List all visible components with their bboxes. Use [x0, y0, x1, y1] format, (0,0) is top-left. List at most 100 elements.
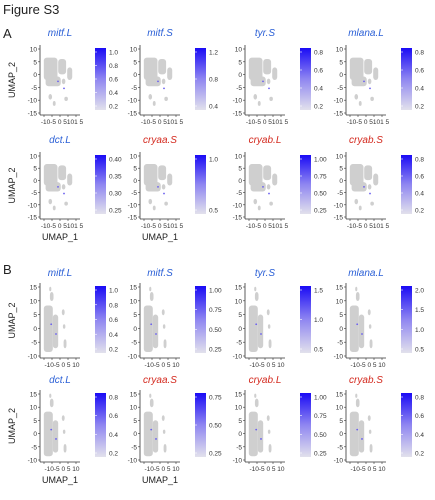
cell-cluster — [369, 444, 373, 453]
legend-tick-label: 0.6 — [415, 413, 424, 420]
cell-cluster — [149, 292, 154, 301]
y-tick-label: 10 — [235, 405, 243, 412]
legend-tick-label: 0.75 — [209, 395, 222, 402]
cell-cluster — [49, 286, 52, 292]
cell-cluster — [163, 339, 167, 349]
legend-tick-label: 0.30 — [109, 191, 122, 198]
y-tick-label: -10 — [28, 354, 38, 361]
cell-cluster — [367, 309, 371, 316]
legend-tick-label: 0.8 — [415, 395, 424, 402]
y-tick-label: 0 — [339, 326, 343, 333]
umap-plot-cryab-S: cryab.S 15 10 5 0 -5 -10 -10-5 0 5 10 0.8 0.6 0.4 0… — [334, 375, 425, 473]
cell-cluster — [45, 182, 61, 192]
cell-cluster — [43, 164, 58, 186]
legend-tick-label: 0.8 — [314, 50, 323, 57]
cell-cluster — [143, 411, 153, 457]
y-tick-label: 0 — [33, 431, 37, 438]
cell-cluster — [61, 78, 66, 85]
gene-title: cryab.S — [349, 375, 383, 386]
cell-cluster — [354, 94, 359, 100]
y-tick-label: 0 — [238, 178, 242, 185]
cell-cluster — [349, 57, 364, 80]
figure-title: Figure S3 — [3, 2, 60, 17]
expressing-cell — [157, 80, 159, 83]
expressing-cell — [155, 438, 157, 440]
cell-cluster — [43, 305, 53, 352]
y-tick-label: 5 — [133, 418, 137, 425]
cell-cluster — [269, 201, 273, 206]
legend-tick-label: 1.00 — [314, 395, 327, 402]
cell-cluster — [48, 198, 53, 205]
y-tick-label: 10 — [130, 47, 138, 54]
umap-plot-dct-L: dct.L 10 5 0 -5 -10 -15-10-5 0 5101 5 UMAP_2 UMA… — [7, 135, 122, 242]
color-legend-bar — [95, 393, 106, 457]
legend-tick-label: 0.50 — [209, 423, 222, 430]
cell-cluster — [64, 96, 68, 101]
y-tick-label: -15 — [233, 111, 243, 118]
cell-cluster — [370, 201, 374, 206]
umap-plot-cryaa-S: cryaa.S 15 10 5 0 -5 -10 -10-5 0 5 10 UMAP_1 0.75… — [128, 375, 222, 485]
gene-title: cryab.L — [249, 135, 282, 146]
cell-cluster — [64, 201, 68, 206]
y-tick-label: 15 — [235, 392, 243, 399]
y-tick-label: -5 — [236, 190, 242, 197]
y-tick-label: -15 — [334, 215, 344, 222]
x-tick-labels: -10-5 0 5101 5 — [246, 119, 289, 126]
cell-cluster — [355, 286, 358, 292]
x-axis-label: UMAP_1 — [42, 475, 78, 485]
cell-cluster — [248, 164, 263, 186]
cell-cluster — [257, 314, 264, 349]
expressing-cell — [63, 192, 65, 195]
cell-cluster — [67, 67, 73, 80]
legend-tick-label: 0.8 — [109, 302, 118, 309]
legend-tick-label: 0.75 — [314, 174, 327, 181]
legend-tick-label: 0.5 — [209, 208, 218, 215]
cell-cluster — [152, 205, 156, 211]
expressing-cell — [57, 185, 59, 188]
y-tick-label: 10 — [130, 298, 138, 305]
y-tick-label: 5 — [33, 312, 37, 319]
legend-tick-label: 0.4 — [109, 90, 118, 97]
y-tick-label: -10 — [128, 354, 138, 361]
y-tick-label: 5 — [339, 59, 343, 66]
cell-cluster — [351, 182, 367, 192]
x-tick-labels: -10-5 0 5 10 — [44, 466, 79, 473]
gene-title: tyr.S — [255, 268, 276, 279]
cell-cluster — [367, 415, 371, 421]
expressing-cell — [150, 428, 153, 431]
legend-tick-label: 0.50 — [314, 432, 327, 439]
legend-tick-label: 0.8 — [415, 50, 424, 57]
cell-cluster — [253, 94, 258, 100]
y-axis-label: UMAP_2 — [7, 167, 17, 203]
legend-tick-label: 0.50 — [209, 327, 222, 334]
cell-cluster — [272, 67, 278, 80]
expressing-cell — [356, 323, 359, 326]
cell-cluster — [52, 420, 59, 453]
y-axis-label: UMAP_2 — [7, 302, 17, 338]
color-legend-bar — [401, 48, 412, 110]
y-tick-label: -10 — [28, 98, 38, 105]
gene-title: cryaa.S — [143, 135, 177, 146]
cell-cluster — [58, 59, 67, 75]
cell-cluster — [164, 96, 168, 101]
y-tick-label: -15 — [128, 215, 138, 222]
y-tick-label: 15 — [336, 392, 344, 399]
umap-plot-cryaa-S: cryaa.S 10 5 0 -5 -10 -15-10-5 0 5101 5 UMAP_1 1… — [128, 135, 219, 242]
cell-cluster — [52, 101, 56, 106]
cell-cluster — [161, 415, 165, 421]
cell-cluster — [369, 339, 373, 349]
expressing-cell — [363, 185, 365, 188]
legend-tick-label: 0.25 — [209, 347, 222, 354]
x-tick-labels: -10-5 0 5 10 — [44, 362, 79, 369]
expressing-cell — [262, 80, 264, 83]
cell-cluster — [152, 420, 159, 453]
cell-cluster — [61, 309, 65, 316]
y-tick-label: 10 — [336, 298, 344, 305]
x-axis-label: UMAP_1 — [142, 475, 178, 485]
y-tick-label: -5 — [236, 85, 242, 92]
cell-cluster — [254, 398, 259, 408]
y-tick-label: 0 — [33, 72, 37, 79]
color-legend-bar — [95, 286, 106, 353]
cell-cluster — [58, 165, 67, 181]
